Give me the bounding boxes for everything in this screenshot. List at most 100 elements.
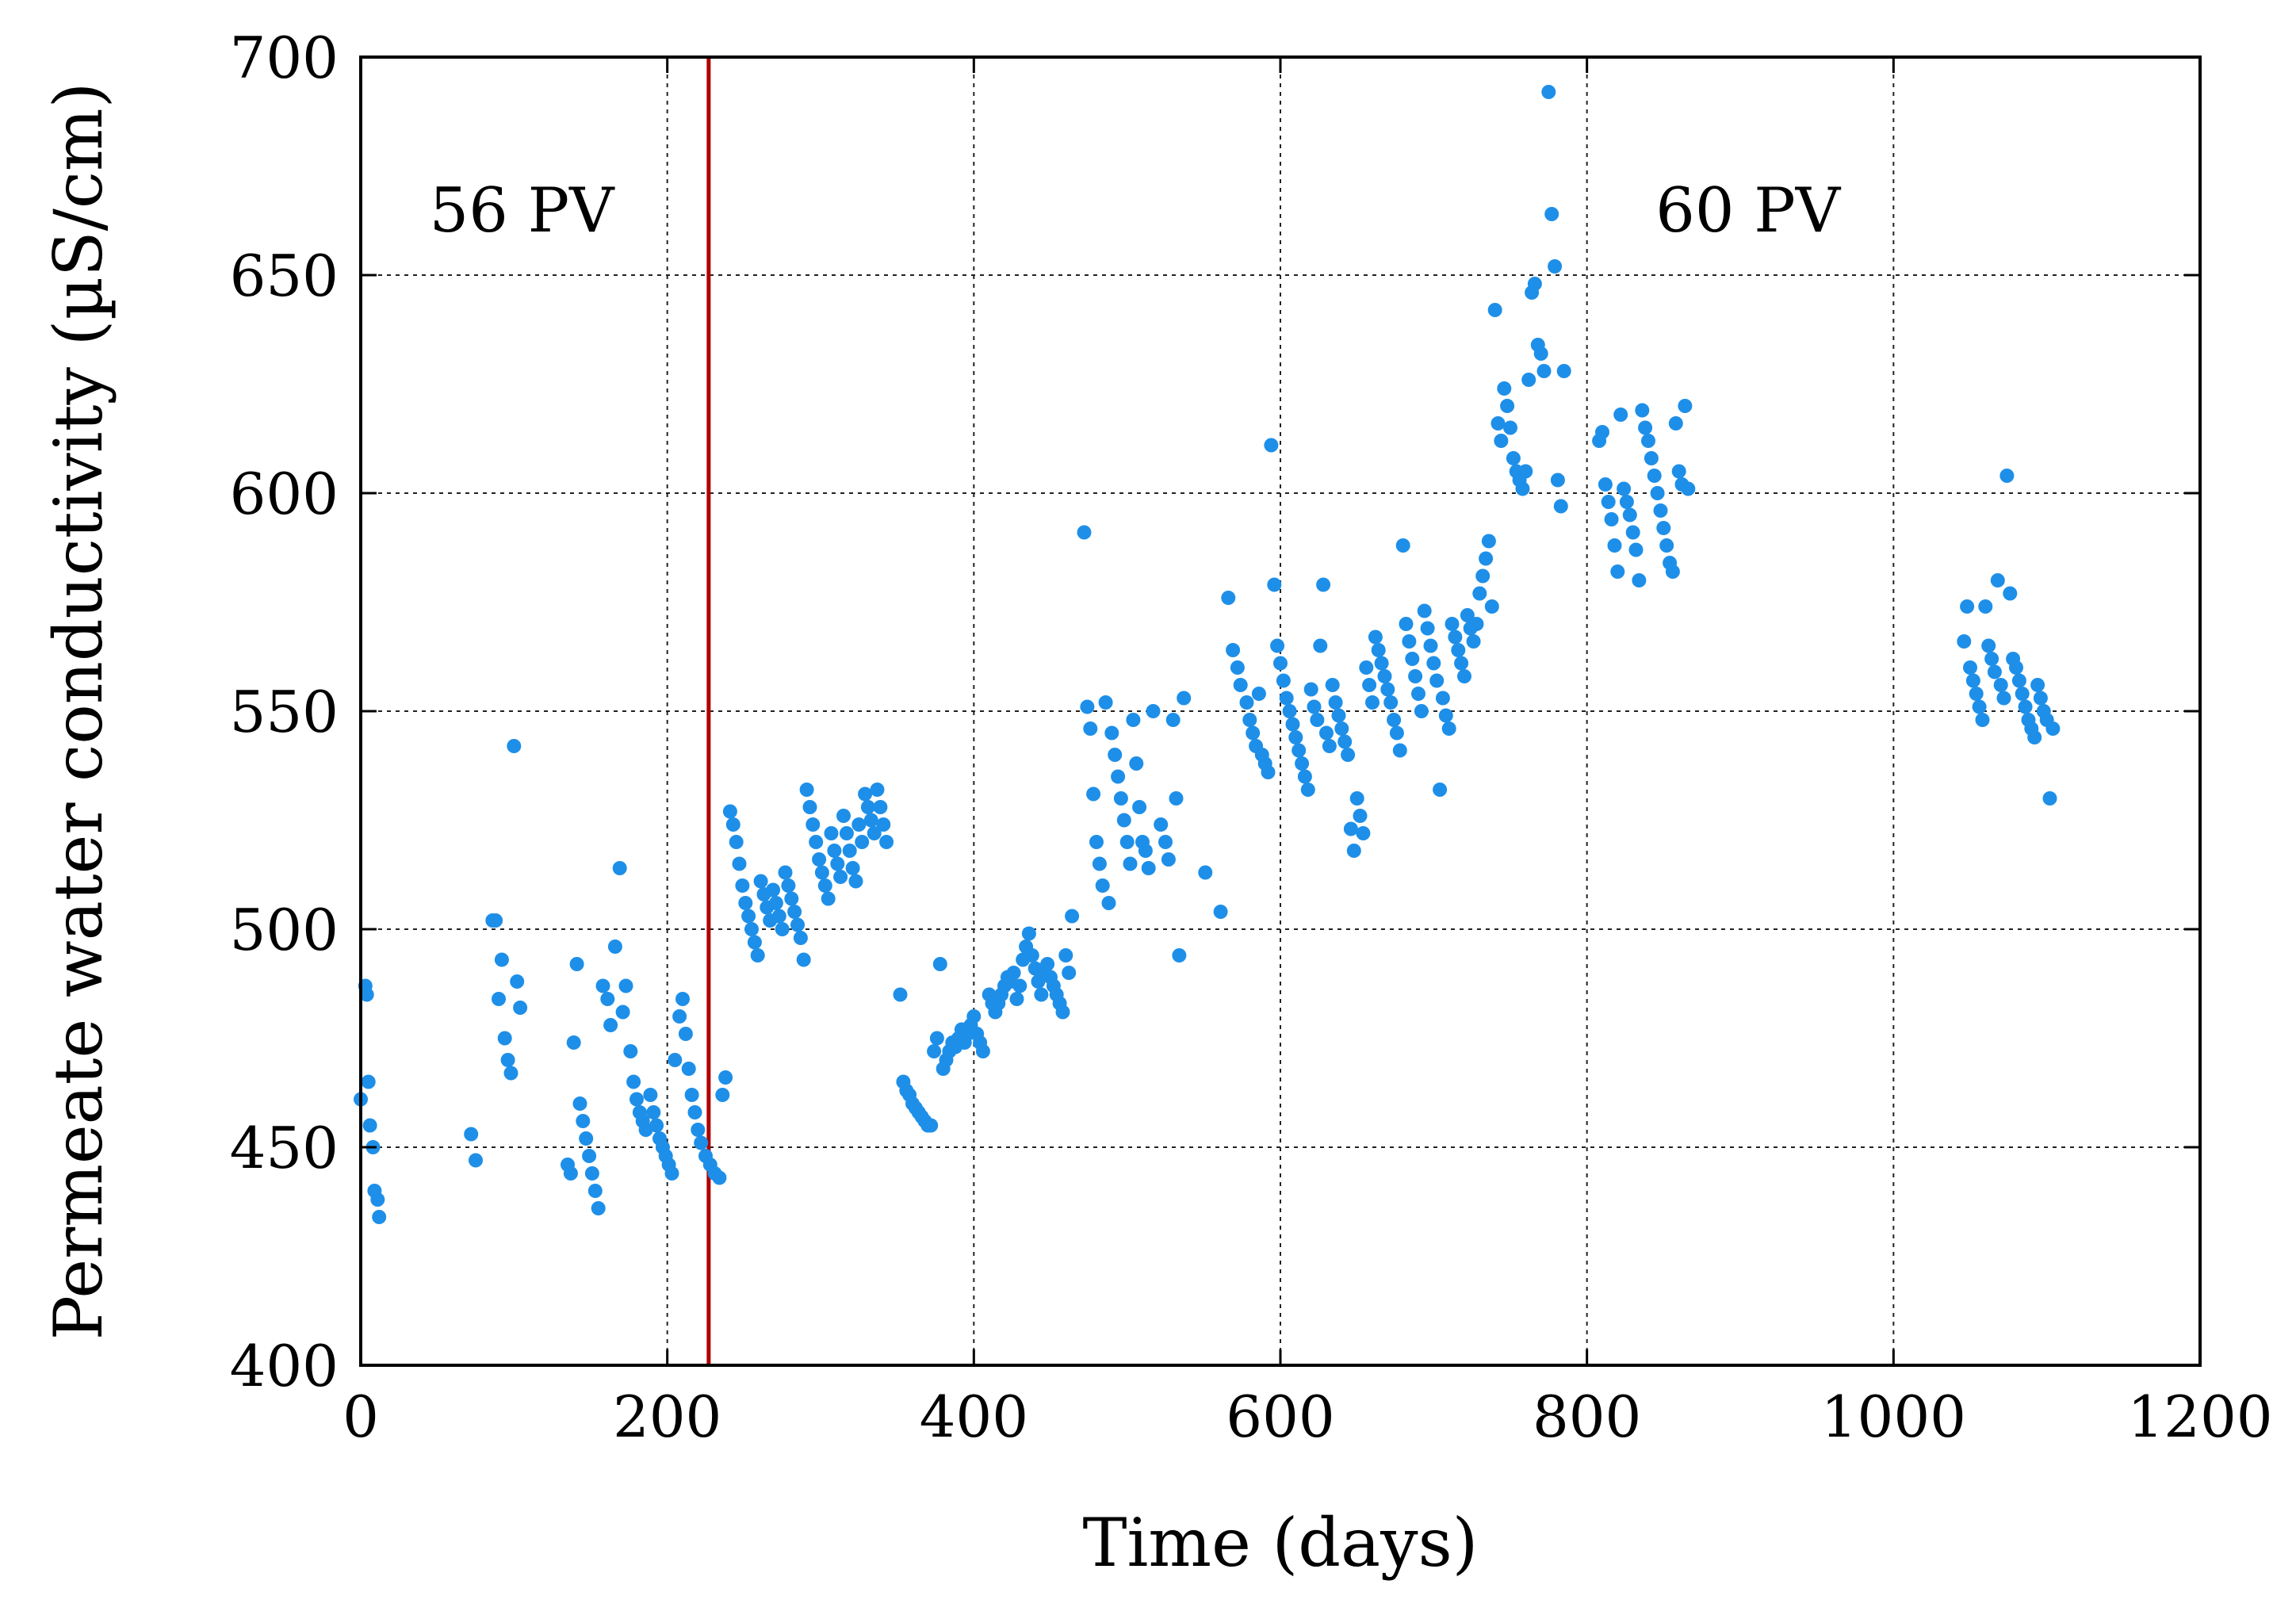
data-point bbox=[753, 874, 768, 889]
data-point bbox=[1448, 630, 1463, 645]
data-point bbox=[1158, 835, 1173, 849]
data-point bbox=[1408, 669, 1423, 683]
data-point bbox=[1021, 926, 1036, 941]
data-point bbox=[629, 1092, 644, 1107]
data-point bbox=[1628, 542, 1644, 557]
data-point bbox=[1356, 826, 1371, 840]
data-point bbox=[1242, 713, 1257, 727]
data-point bbox=[1279, 691, 1294, 706]
x-tick-label: 0 bbox=[342, 1383, 379, 1450]
data-point bbox=[1267, 577, 1282, 592]
data-point bbox=[1533, 346, 1548, 361]
data-point bbox=[1423, 638, 1438, 653]
data-point bbox=[1328, 695, 1343, 710]
data-point bbox=[1080, 699, 1095, 714]
y-axis-label: Permeate water conductivity (µS/cm) bbox=[40, 82, 117, 1341]
data-point bbox=[1957, 634, 1972, 649]
data-point bbox=[1536, 364, 1552, 378]
data-point bbox=[1024, 948, 1039, 962]
data-point bbox=[771, 909, 786, 924]
data-point bbox=[790, 917, 805, 932]
data-point bbox=[503, 1066, 519, 1081]
data-point bbox=[793, 931, 808, 945]
data-point bbox=[863, 813, 878, 828]
data-point bbox=[591, 1201, 606, 1215]
data-point bbox=[827, 844, 842, 858]
data-point bbox=[1515, 481, 1530, 496]
data-point bbox=[1490, 416, 1506, 431]
data-point bbox=[1975, 713, 1990, 727]
data-point bbox=[845, 861, 860, 875]
data-point bbox=[735, 878, 750, 893]
data-point bbox=[1445, 617, 1460, 631]
data-point bbox=[1368, 630, 1383, 645]
data-point bbox=[1012, 978, 1027, 993]
data-point bbox=[1506, 451, 1521, 465]
data-point bbox=[1414, 704, 1429, 718]
y-tick-label: 500 bbox=[230, 897, 339, 963]
data-point bbox=[612, 861, 627, 875]
data-point bbox=[1595, 425, 1609, 439]
data-point bbox=[1062, 966, 1077, 980]
data-point bbox=[1472, 586, 1487, 601]
data-point bbox=[858, 786, 873, 802]
data-point bbox=[1165, 713, 1181, 727]
data-point bbox=[927, 1044, 942, 1058]
data-point bbox=[687, 1105, 702, 1119]
data-point bbox=[1322, 739, 1337, 753]
data-point bbox=[361, 1074, 376, 1089]
annotation-label: 56 PV bbox=[430, 175, 616, 247]
data-point bbox=[370, 1192, 385, 1207]
data-point bbox=[607, 940, 622, 954]
data-point bbox=[1177, 691, 1192, 706]
data-point bbox=[784, 891, 799, 906]
data-point bbox=[1638, 420, 1653, 435]
data-point bbox=[1331, 708, 1346, 723]
data-point bbox=[1098, 695, 1113, 710]
data-point bbox=[691, 1123, 706, 1137]
data-point bbox=[1292, 743, 1307, 758]
data-point bbox=[1653, 503, 1668, 518]
data-point bbox=[1230, 660, 1245, 675]
data-point bbox=[1550, 473, 1565, 488]
data-point bbox=[1466, 634, 1481, 649]
data-point bbox=[1104, 725, 1119, 741]
data-point bbox=[718, 1070, 733, 1085]
data-point bbox=[615, 1005, 630, 1020]
y-tick-label: 700 bbox=[230, 25, 339, 91]
data-point bbox=[2011, 673, 2026, 688]
data-point bbox=[1282, 704, 1297, 718]
data-point bbox=[1337, 734, 1353, 749]
data-point bbox=[1681, 481, 1696, 496]
data-point bbox=[668, 1053, 683, 1067]
data-point bbox=[1438, 708, 1453, 723]
data-point bbox=[1239, 695, 1254, 710]
data-point bbox=[1365, 695, 1380, 710]
data-point bbox=[1141, 861, 1156, 875]
data-point bbox=[1264, 438, 1279, 453]
data-point bbox=[1441, 721, 1456, 736]
data-point bbox=[1123, 856, 1138, 871]
data-point bbox=[725, 817, 740, 832]
data-point bbox=[372, 1210, 387, 1224]
data-point bbox=[649, 1118, 664, 1133]
data-point bbox=[867, 826, 882, 840]
data-point bbox=[510, 974, 525, 989]
data-point bbox=[678, 1027, 693, 1041]
data-point bbox=[464, 1127, 479, 1142]
data-point bbox=[1469, 617, 1484, 631]
data-point bbox=[842, 844, 857, 858]
data-point bbox=[1111, 769, 1126, 784]
data-point bbox=[1307, 699, 1322, 714]
data-point bbox=[1132, 800, 1147, 814]
data-point bbox=[1981, 638, 1996, 653]
data-point bbox=[675, 992, 690, 1006]
data-point bbox=[2003, 586, 2018, 601]
data-point bbox=[1527, 277, 1542, 291]
data-point bbox=[1154, 817, 1169, 832]
data-point bbox=[806, 817, 821, 832]
data-point bbox=[1116, 813, 1131, 828]
data-point bbox=[2033, 691, 2048, 706]
data-point bbox=[1460, 608, 1475, 622]
data-point bbox=[1604, 512, 1619, 526]
